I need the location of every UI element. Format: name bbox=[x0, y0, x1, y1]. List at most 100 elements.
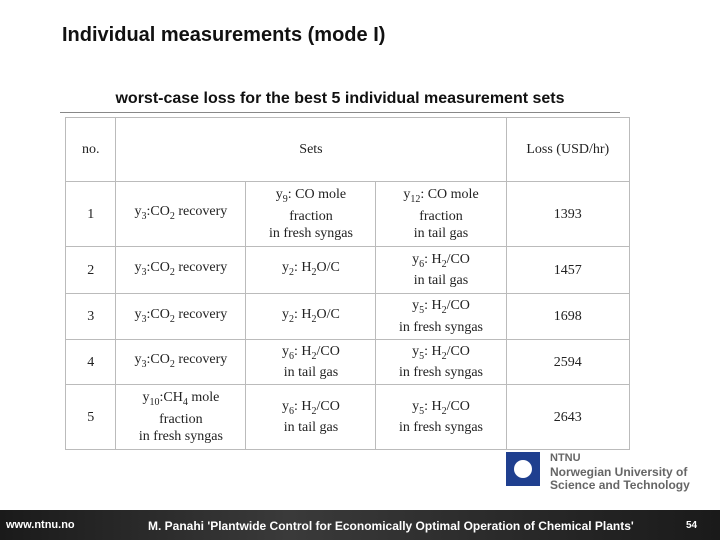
text-run: y bbox=[275, 187, 283, 203]
subscript: 12 bbox=[410, 193, 421, 205]
text-run: /CO bbox=[446, 398, 470, 414]
text-run: in tail gas bbox=[283, 420, 339, 436]
subscript: 3 bbox=[141, 210, 147, 222]
row-number: 2 bbox=[64, 246, 117, 294]
cell-line: in fresh syngas bbox=[120, 428, 241, 445]
text-run: in fresh syngas bbox=[399, 319, 483, 335]
text-run: recovery bbox=[174, 260, 228, 276]
text-run: in tail gas bbox=[283, 365, 339, 381]
text-run: : H bbox=[424, 343, 442, 359]
text-run: y bbox=[282, 306, 290, 322]
text-run: in tail gas bbox=[413, 273, 469, 289]
text-run: y bbox=[403, 187, 411, 203]
subscript: 2 bbox=[441, 350, 447, 362]
text-run: y bbox=[282, 398, 290, 414]
cell-line: y2: H2O/C bbox=[250, 259, 371, 281]
set-cell: y3:CO2 recovery bbox=[115, 181, 247, 247]
cell-line: y6: H2/CO bbox=[250, 343, 371, 365]
loss-value: 2643 bbox=[505, 384, 631, 450]
subscript: 5 bbox=[419, 350, 425, 362]
text-run: recovery bbox=[174, 306, 228, 322]
table-row: 5 y10:CH4 mole fraction in fresh syngas y6: … bbox=[64, 384, 631, 450]
subscript: 2 bbox=[311, 405, 317, 417]
text-run: :CO bbox=[146, 306, 170, 322]
cell-line: y10:CH4 mole bbox=[120, 389, 241, 411]
text-run: y bbox=[412, 343, 420, 359]
cell-line: y5: H2/CO bbox=[380, 398, 501, 420]
text-run: /CO bbox=[316, 398, 340, 414]
set-cell: y10:CH4 mole fraction in fresh syngas bbox=[115, 384, 247, 450]
text-run: in fresh syngas bbox=[268, 225, 353, 241]
cell-line: fraction bbox=[250, 208, 371, 225]
text-run: : H bbox=[424, 251, 442, 267]
text-run: /CO bbox=[446, 251, 470, 267]
text-run: y bbox=[142, 390, 150, 406]
set-cell: y12: CO mole fraction in tail gas bbox=[375, 181, 507, 247]
text-run: :CO bbox=[146, 260, 170, 276]
cell-line: y5: H2/CO bbox=[380, 297, 501, 319]
text-run: y bbox=[282, 343, 290, 359]
cell-line: y9: CO mole bbox=[250, 186, 371, 208]
cell-line: in fresh syngas bbox=[380, 319, 501, 336]
text-run: y bbox=[412, 251, 420, 267]
text-run: : H bbox=[294, 398, 312, 414]
text-run: : H bbox=[424, 298, 442, 314]
text-run: O/C bbox=[316, 306, 340, 322]
subscript: 2 bbox=[311, 313, 317, 325]
url: www.ntnu.no bbox=[6, 519, 75, 531]
text-run: :CH bbox=[159, 390, 183, 406]
set-cell: y5: H2/CO in fresh syngas bbox=[375, 384, 507, 450]
logo-name: NTNU bbox=[550, 452, 581, 464]
text-run: y bbox=[412, 398, 420, 414]
text-run: fraction bbox=[419, 208, 463, 224]
logo-mark bbox=[506, 452, 540, 486]
text-run: recovery bbox=[174, 352, 228, 368]
cell-line: in tail gas bbox=[380, 225, 501, 242]
subscript: 2 bbox=[441, 405, 447, 417]
page-number: 54 bbox=[686, 520, 698, 531]
subscript: 2 bbox=[441, 304, 447, 316]
row-number: 3 bbox=[64, 293, 117, 340]
text-run: : H bbox=[294, 260, 312, 276]
set-cell: y2: H2O/C bbox=[245, 246, 377, 294]
subscript: 6 bbox=[289, 350, 295, 362]
loss-value: 1698 bbox=[505, 293, 631, 340]
text-run: O/C bbox=[316, 260, 340, 276]
text-run: fraction bbox=[159, 411, 203, 427]
header-cell: Sets bbox=[115, 117, 507, 182]
text-run: in fresh syngas bbox=[138, 428, 223, 444]
cell-line: in fresh syngas bbox=[380, 419, 501, 436]
text-run: y bbox=[134, 204, 142, 220]
row-number: 1 bbox=[64, 181, 117, 247]
cell-line: y3:CO2 recovery bbox=[120, 351, 241, 373]
text-run: : H bbox=[424, 398, 442, 414]
set-cell: y6: H2/CO in tail gas bbox=[245, 384, 377, 450]
text-run: /CO bbox=[446, 298, 470, 314]
text-run: y bbox=[134, 352, 142, 368]
cell-line: in fresh syngas bbox=[250, 225, 371, 242]
set-cell: y3:CO2 recovery bbox=[115, 293, 247, 340]
text-run: in fresh syngas bbox=[399, 365, 483, 381]
subscript: 2 bbox=[169, 266, 175, 278]
subscript: 2 bbox=[289, 313, 295, 325]
text-run: mole bbox=[187, 390, 220, 406]
logo-circle bbox=[514, 460, 532, 478]
text-run: y bbox=[412, 298, 420, 314]
cell-line: in tail gas bbox=[250, 419, 371, 436]
header-cell: no. bbox=[64, 117, 117, 182]
subscript: 3 bbox=[141, 358, 147, 370]
loss-value: 1393 bbox=[505, 181, 631, 247]
footer: www.ntnu.no M. Panahi 'Plantwide Control… bbox=[0, 510, 720, 540]
cell-line: y6: H2/CO bbox=[250, 398, 371, 420]
subscript: 2 bbox=[289, 266, 295, 278]
cell-line: in tail gas bbox=[380, 272, 501, 289]
cell-line: y5: H2/CO bbox=[380, 343, 501, 365]
row-number: 4 bbox=[64, 339, 117, 385]
subscript: 2 bbox=[311, 266, 317, 278]
set-cell: y5: H2/CO in fresh syngas bbox=[375, 293, 507, 340]
text-run: : H bbox=[294, 343, 312, 359]
header-row: no. Sets Loss (USD/hr) bbox=[64, 117, 631, 182]
subscript: 10 bbox=[149, 396, 160, 408]
set-cell: y3:CO2 recovery bbox=[115, 339, 247, 385]
cell-line: y3:CO2 recovery bbox=[120, 259, 241, 281]
